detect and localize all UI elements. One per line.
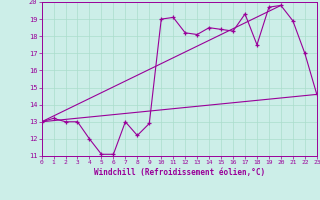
- X-axis label: Windchill (Refroidissement éolien,°C): Windchill (Refroidissement éolien,°C): [94, 168, 265, 177]
